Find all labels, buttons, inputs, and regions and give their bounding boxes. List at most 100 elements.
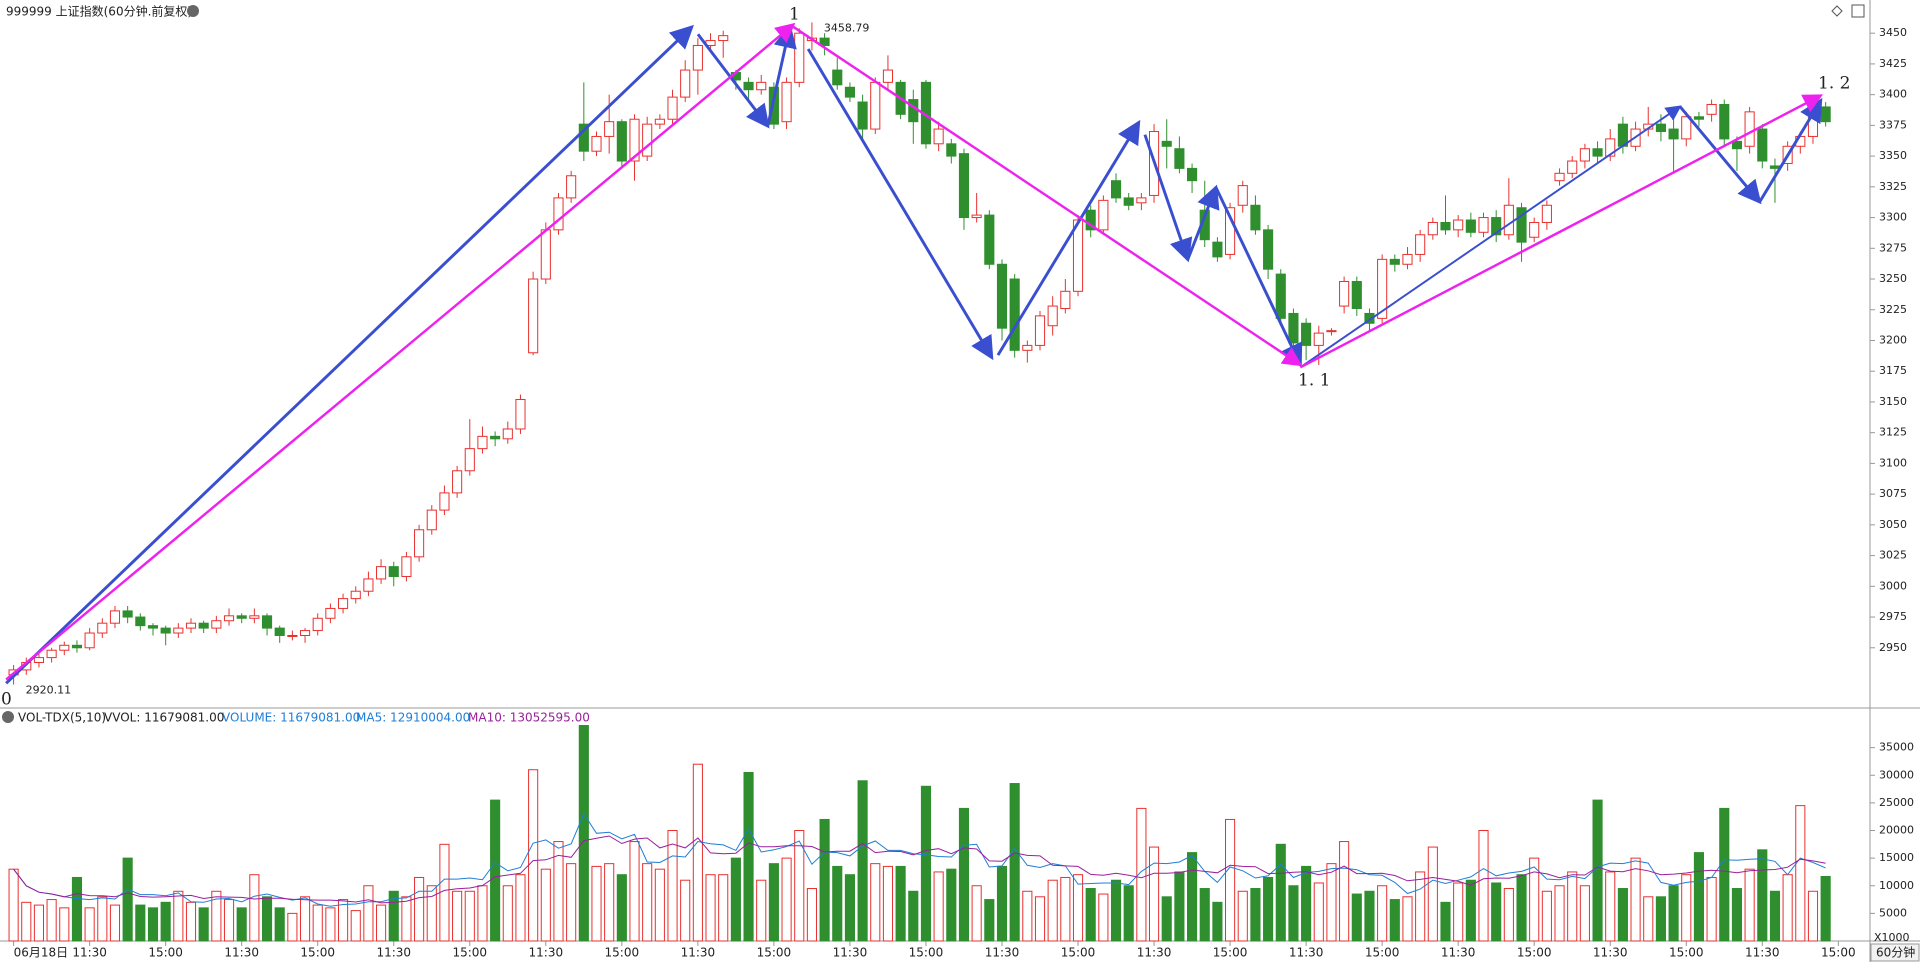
candle-body (1123, 197, 1134, 206)
candle-body (1022, 344, 1033, 351)
volume-bar (920, 785, 932, 942)
candle-body (1453, 219, 1464, 231)
candle-body (958, 153, 970, 219)
diamond-icon[interactable] (1831, 5, 1843, 17)
y-tick-label: 3350 (1879, 149, 1907, 162)
candle-body (642, 123, 653, 157)
volume-bar (908, 890, 919, 942)
wave-label: 0 (1, 690, 12, 710)
y-tick-label: 3075 (1879, 487, 1907, 500)
volume-bar (1148, 846, 1160, 942)
volume-bar (109, 904, 121, 942)
ma5-line (13, 812, 1826, 907)
volume-title: VOL-TDX(5,10) (18, 711, 106, 725)
candle-body (452, 470, 463, 494)
volume-bar (338, 899, 349, 942)
period-box[interactable] (1870, 943, 1920, 962)
volume-bar (1820, 875, 1831, 942)
candle-body (1263, 229, 1274, 270)
candle-body (1237, 185, 1248, 206)
volume-bar (1782, 874, 1793, 942)
candle-body (1250, 204, 1261, 231)
candle-body (1567, 160, 1578, 174)
volume-bar (1465, 879, 1476, 942)
volume-bar (1541, 890, 1552, 942)
x-tick-label: 15:00 (1213, 946, 1248, 960)
candle-body (908, 99, 919, 123)
volume-label: VOLUME: 11679081.00 (222, 711, 360, 725)
volume-bar (1364, 890, 1375, 942)
candle-body (1225, 207, 1236, 255)
volume-bar (1491, 882, 1502, 942)
volume-bar (388, 890, 399, 942)
candle-body (1706, 103, 1717, 115)
candle-body (173, 627, 184, 634)
candle-body (59, 644, 70, 651)
volume-bar (1719, 807, 1730, 942)
volume-bar (464, 890, 475, 942)
volume-bar (844, 874, 855, 942)
volume-bar (1250, 888, 1261, 942)
wave-line (806, 48, 994, 361)
candle-body (1085, 209, 1096, 231)
candle-body (401, 556, 412, 577)
volume-bar (299, 896, 311, 942)
wave-line (792, 25, 1303, 367)
wave-line (5, 22, 796, 681)
candle-body (1693, 116, 1704, 120)
x-tick-label: 11:30 (833, 946, 868, 960)
candle-body (388, 566, 399, 577)
x-tick-label: 15:00 (452, 946, 487, 960)
volume-bar (958, 807, 970, 942)
menu-icon[interactable] (187, 5, 199, 17)
volume-bar (1009, 783, 1020, 942)
volume-bar (1630, 857, 1641, 942)
volume-bar (946, 868, 957, 942)
candle-body (1377, 258, 1388, 319)
candle-body (743, 81, 754, 91)
candle-body (1034, 315, 1046, 346)
volume-bar (160, 901, 171, 942)
volume-bar (223, 899, 235, 942)
volume-bar (439, 843, 450, 942)
volume-bar (806, 888, 817, 942)
volume-bar (350, 910, 361, 942)
candle-body (1415, 234, 1426, 255)
ma10-line (13, 835, 1826, 904)
x-tick-label: 15:00 (909, 946, 944, 960)
volume-bar (1693, 852, 1704, 942)
volume-bar (122, 857, 133, 942)
wave-line (5, 24, 694, 685)
wave-line (1186, 184, 1220, 261)
volume-bar (1085, 888, 1096, 942)
volume-bar (1567, 871, 1578, 942)
candle-body (1212, 241, 1223, 258)
volume-bar (71, 876, 83, 942)
menu-icon[interactable] (2, 711, 14, 723)
y-tick-label: 3300 (1879, 211, 1907, 224)
candle-body (236, 615, 247, 619)
volume-bar (1402, 896, 1413, 942)
volume-bar (84, 907, 95, 942)
volume-bar (59, 907, 70, 942)
wave-label: 1. 1 (1298, 371, 1330, 391)
volume-bar (1098, 893, 1109, 942)
y-tick-label: 3125 (1879, 426, 1907, 439)
x-tick-label: 15:00 (1365, 946, 1400, 960)
candle-body (211, 620, 222, 629)
candle-body (376, 566, 387, 580)
volume-bar (312, 904, 323, 942)
x-tick-label: 15:00 (1517, 946, 1552, 960)
panel-icon[interactable] (1851, 4, 1865, 18)
candle-body (1516, 207, 1527, 243)
volume-bar (97, 896, 108, 942)
volume-bar (502, 885, 513, 942)
volume-unit: X1000 (1874, 931, 1910, 944)
volume-bar (1326, 863, 1337, 942)
y-tick-label: 3250 (1879, 272, 1907, 285)
volume-bar (1263, 876, 1274, 942)
candle-body (97, 622, 108, 634)
candle-body (426, 509, 437, 531)
candle-body (654, 118, 665, 125)
candle-body (338, 598, 349, 609)
